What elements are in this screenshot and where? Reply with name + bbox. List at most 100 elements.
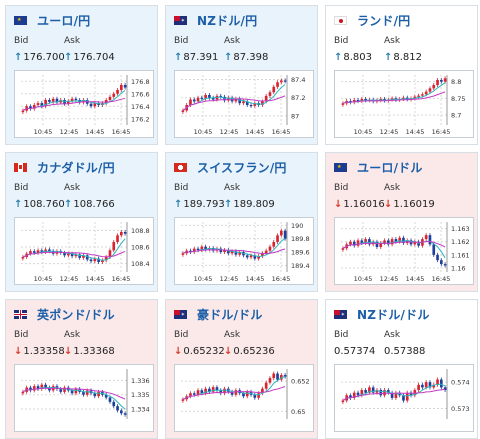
candle-body: [116, 90, 119, 94]
card-title[interactable]: ✶ NZドル/円: [174, 12, 257, 28]
candle-body: [439, 379, 443, 388]
candle-body: [192, 393, 196, 395]
rate-card[interactable]: ★ ユーロ/ドル Bid Ask ↓1.16016 ↓1.16019 1.163 1.162 1…: [325, 152, 478, 292]
bid-price: 0.57374: [334, 346, 375, 357]
candle-body: [242, 393, 245, 397]
currency-pair-name[interactable]: スイスフラン/円: [197, 160, 287, 175]
price-chart[interactable]: 0.574 0.573: [334, 364, 474, 432]
candle-body: [192, 99, 196, 102]
candle-body: [276, 373, 279, 380]
card-title[interactable]: 英ポンド/ドル: [14, 306, 115, 322]
x-tick-label: 12:45: [380, 128, 399, 136]
candle-body: [253, 394, 257, 398]
card-title[interactable]: カナダドル/円: [14, 159, 115, 175]
y-tick-label: 87.2: [291, 94, 305, 102]
bid-price: ↑108.760: [14, 199, 65, 210]
candle-body: [364, 99, 367, 101]
candle-body: [59, 389, 63, 392]
x-tick-label: 12:45: [220, 128, 239, 136]
price-chart[interactable]: 176.8 176.6 176.4 176.2 10:45 12:45 14:45 16:45: [14, 70, 154, 138]
card-title[interactable]: ★ ユーロ/円: [14, 12, 90, 28]
x-tick-label: 16:45: [432, 128, 451, 136]
card-title[interactable]: ✶ NZドル/ドル: [334, 306, 430, 322]
currency-pair-name[interactable]: ランド/円: [357, 13, 411, 28]
currency-pair-name[interactable]: ユーロ/ドル: [357, 160, 423, 175]
price-chart[interactable]: 87.4 87.2 87 10:45 12:45 14:45 16:45: [174, 70, 314, 138]
candle-body: [242, 101, 245, 104]
rate-card[interactable]: ✶ NZドル/ドル Bid Ask 0.57374 0.57388 0.574 0.573: [325, 299, 478, 439]
candle-body: [70, 98, 74, 102]
candle-body: [181, 253, 185, 255]
y-tick-label: 1.162: [451, 238, 470, 246]
ask-price-value: 0.65236: [233, 346, 275, 357]
bid-price-value: 1.33358: [23, 346, 65, 357]
candle-body: [85, 390, 89, 395]
candle-body: [119, 410, 123, 414]
price-chart[interactable]: 108.8 108.6 108.4 10:45 12:45 14:45 16:45: [14, 217, 154, 285]
candle-body: [257, 393, 260, 398]
card-title[interactable]: ランド/円: [334, 12, 410, 28]
candle-body: [253, 255, 257, 259]
candlestick-chart: 87.4 87.2 87 10:45 12:45 14:45 16:45: [181, 75, 305, 136]
rate-card[interactable]: ランド/円 Bid Ask ↑8.803 ↑8.812 8.8 8.75 8.7 10:45 12…: [325, 5, 478, 145]
candle-body: [108, 250, 112, 257]
eu-flag-icon: ★: [334, 162, 347, 172]
currency-pair-name[interactable]: 豪ドル/ドル: [197, 307, 263, 322]
rate-card[interactable]: ✶ NZドル/円 Bid Ask ↑87.391 ↑87.398 87.4 87.2 87 10:…: [165, 5, 318, 145]
candle-body: [93, 258, 97, 262]
bid-price: ↓0.65232: [174, 346, 225, 357]
candle-body: [402, 237, 405, 244]
currency-pair-name[interactable]: NZドル/円: [197, 13, 258, 28]
candle-body: [63, 387, 66, 392]
candle-body: [428, 88, 432, 92]
price-chart[interactable]: 8.8 8.75 8.7 10:45 12:45 14:45 16:45: [334, 70, 474, 138]
candle-body: [123, 85, 127, 88]
ask-price: 0.57388: [384, 346, 425, 357]
rate-card[interactable]: ★ ユーロ/円 Bid Ask ↑176.700 ↑176.704 176.8 176.6 17…: [5, 5, 158, 145]
currency-pair-name[interactable]: NZドル/ドル: [357, 307, 430, 322]
candle-body: [352, 100, 356, 103]
currency-pair-name[interactable]: カナダドル/円: [37, 160, 115, 175]
rate-card[interactable]: ✶ 豪ドル/ドル Bid Ask ↓0.65232 ↓0.65236 0.652 0.65: [165, 299, 318, 439]
rate-card[interactable]: スイスフラン/円 Bid Ask ↑189.793 ↑189.809 190 189.8 18…: [165, 152, 318, 292]
currency-pair-name[interactable]: 英ポンド/ドル: [37, 307, 115, 322]
candle-body: [70, 390, 74, 394]
candle-body: [245, 391, 249, 397]
x-tick-label: 16:45: [432, 275, 451, 283]
price-chart[interactable]: 190 189.8 189.6 189.4 10:45 12:45 14:45 16:45: [174, 217, 314, 285]
price-chart[interactable]: 1.163 1.162 1.161 1.16 10:45 12:45 14:45 16:45: [334, 217, 474, 285]
candle-body: [104, 257, 108, 261]
card-title[interactable]: スイスフラン/円: [174, 159, 287, 175]
candle-body: [104, 394, 108, 398]
candle-body: [112, 93, 116, 97]
bid-price-value: 189.793: [183, 199, 225, 210]
ask-label: Ask: [384, 330, 401, 340]
rate-card[interactable]: カナダドル/円 Bid Ask ↑108.760 ↑108.766 108.8 108.6 1…: [5, 152, 158, 292]
candle-body: [394, 392, 398, 398]
candle-body: [386, 240, 390, 245]
y-tick-label: 176.2: [131, 115, 150, 123]
candle-body: [196, 97, 200, 102]
price-chart[interactable]: 1.336 1.335 1.334: [14, 364, 154, 432]
bid-price-value: 1.16016: [343, 199, 385, 210]
rate-card[interactable]: 英ポンド/ドル Bid Ask ↓1.33358 ↓1.33368 1.336 1.335 1…: [5, 299, 158, 439]
rate-card-grid: ★ ユーロ/円 Bid Ask ↑176.700 ↑176.704 176.8 176.6 17…: [5, 5, 478, 439]
arrow-up-icon: ↑: [64, 52, 73, 63]
price-chart[interactable]: 0.652 0.65: [174, 364, 314, 432]
candle-body: [230, 391, 234, 395]
candle-body: [234, 98, 238, 102]
arrow-up-icon: ↑: [174, 52, 183, 63]
candle-body: [234, 390, 238, 395]
candle-body: [29, 106, 32, 109]
candle-body: [192, 248, 196, 252]
candle-body: [82, 255, 85, 258]
candle-body: [349, 241, 352, 245]
bid-label: Bid: [14, 36, 29, 46]
currency-pair-name[interactable]: ユーロ/円: [37, 13, 91, 28]
candle-body: [272, 86, 276, 93]
card-title[interactable]: ✶ 豪ドル/ドル: [174, 306, 263, 322]
card-title[interactable]: ★ ユーロ/ドル: [334, 159, 423, 175]
y-tick-label: 189.6: [291, 249, 310, 257]
candle-body: [238, 98, 242, 104]
candle-body: [383, 240, 386, 244]
